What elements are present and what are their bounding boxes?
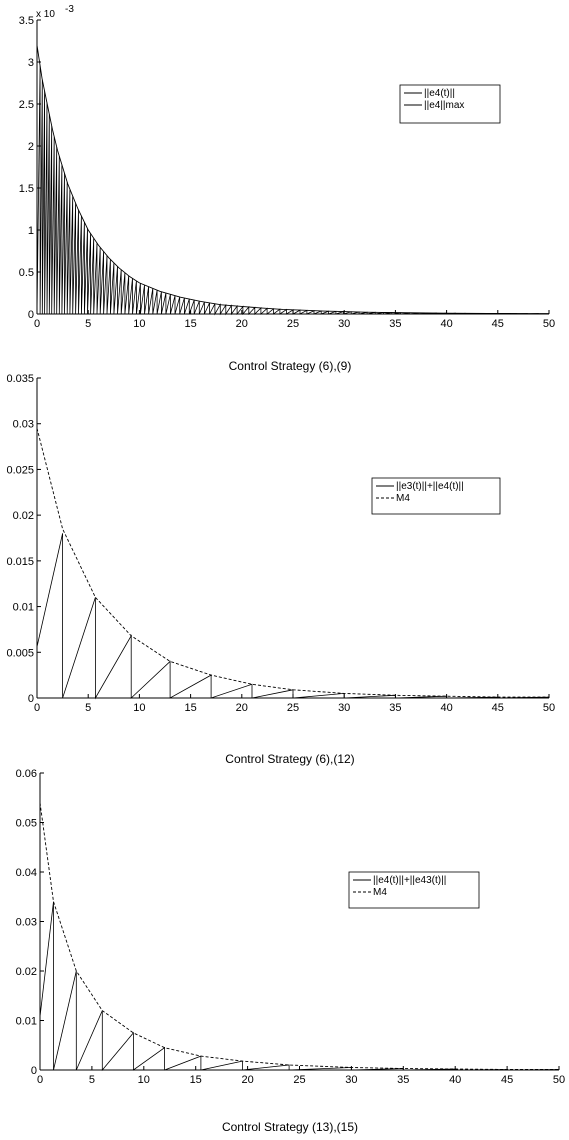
x-tick-label: 30 xyxy=(338,702,350,714)
x-tick-label: 45 xyxy=(492,318,504,330)
x-tick-label: 5 xyxy=(85,702,91,714)
x-tick-label: 20 xyxy=(236,702,248,714)
y-tick-label: 0.025 xyxy=(6,464,34,476)
y-tick-label: 0 xyxy=(28,693,34,705)
y-tick-label: 3.5 xyxy=(19,15,34,27)
x-tick-label: 40 xyxy=(449,1074,461,1086)
x-tick-label: 35 xyxy=(389,318,401,330)
x-tick-label: 25 xyxy=(287,318,299,330)
y-tick-label: 0.005 xyxy=(6,647,34,659)
chart-caption: Control Strategy (6),(9) xyxy=(229,359,352,373)
legend-label: ||e3(t)||+||e4(t)|| xyxy=(396,481,464,492)
x-tick-label: 45 xyxy=(501,1074,513,1086)
y-tick-label: 1.5 xyxy=(19,183,34,195)
series-1-line xyxy=(37,533,549,698)
x-tick-label: 10 xyxy=(138,1074,150,1086)
x-tick-label: 10 xyxy=(133,702,145,714)
y-tick-label: 0.01 xyxy=(13,602,34,614)
x-tick-label: 15 xyxy=(184,702,196,714)
x-tick-label: 5 xyxy=(85,318,91,330)
y-tick-label: 0 xyxy=(31,1065,37,1077)
x-tick-label: 35 xyxy=(389,702,401,714)
chart-caption: Control Strategy (13),(15) xyxy=(222,1120,358,1134)
x-tick-label: 25 xyxy=(293,1074,305,1086)
y-tick-label: 0.05 xyxy=(16,818,37,830)
y-tick-label: 2 xyxy=(28,141,34,153)
y-tick-label: 1 xyxy=(28,225,34,237)
x-tick-label: 10 xyxy=(133,318,145,330)
x-tick-label: 15 xyxy=(190,1074,202,1086)
legend-label: ||e4(t)||+||e43(t)|| xyxy=(373,875,446,886)
y-exponent-label: x 10 xyxy=(36,9,55,20)
y-tick-label: 0.02 xyxy=(16,966,37,978)
chart-1: 0 5 10 15 20 25 30 35 40 45 50 0 0.5 1 1.5 2 2.5 3 3.5x 10… xyxy=(19,4,555,373)
x-tick-label: 20 xyxy=(241,1074,253,1086)
y-tick-label: 0.06 xyxy=(16,768,37,780)
chart-2: 0 5 10 15 20 25 30 35 40 45 50 0 0.005 0.01 0.015 0.02 0… xyxy=(6,373,555,766)
x-tick-label: 50 xyxy=(543,318,555,330)
y-tick-label: 3 xyxy=(28,57,34,69)
x-tick-label: 50 xyxy=(553,1074,565,1086)
x-tick-label: 35 xyxy=(397,1074,409,1086)
x-tick-label: 0 xyxy=(34,318,40,330)
x-tick-label: 5 xyxy=(89,1074,95,1086)
legend-label: M4 xyxy=(396,493,410,504)
x-tick-label: 25 xyxy=(287,702,299,714)
x-tick-label: 30 xyxy=(338,318,350,330)
y-exponent-power: -3 xyxy=(65,4,74,15)
series-1-line xyxy=(40,902,559,1070)
y-tick-label: 0.03 xyxy=(13,419,34,431)
x-tick-label: 40 xyxy=(440,702,452,714)
series-2-line xyxy=(40,803,559,1070)
y-tick-label: 0.01 xyxy=(16,1016,37,1028)
x-tick-label: 0 xyxy=(37,1074,43,1086)
chart-caption: Control Strategy (6),(12) xyxy=(225,752,354,766)
x-tick-label: 40 xyxy=(440,318,452,330)
y-tick-label: 0.04 xyxy=(16,867,37,879)
series-2-line xyxy=(37,428,549,697)
y-tick-label: 0.03 xyxy=(16,917,37,929)
y-tick-label: 0.5 xyxy=(19,267,34,279)
legend-label: ||e4(t)|| xyxy=(424,88,455,99)
chart-3: 0 5 10 15 20 25 30 35 40 45 50 0 0.01 0.02 0.03 0.04 0.0… xyxy=(16,768,566,1134)
y-tick-label: 0 xyxy=(28,309,34,321)
y-tick-label: 0.02 xyxy=(13,510,34,522)
legend-label: M4 xyxy=(373,887,387,898)
legend-label: ||e4||max xyxy=(424,100,464,111)
x-tick-label: 30 xyxy=(345,1074,357,1086)
y-tick-label: 0.035 xyxy=(6,373,34,385)
y-tick-label: 0.015 xyxy=(6,556,34,568)
x-tick-label: 50 xyxy=(543,702,555,714)
y-tick-label: 2.5 xyxy=(19,99,34,111)
x-tick-label: 20 xyxy=(236,318,248,330)
x-tick-label: 15 xyxy=(184,318,196,330)
x-tick-label: 45 xyxy=(492,702,504,714)
x-tick-label: 0 xyxy=(34,702,40,714)
